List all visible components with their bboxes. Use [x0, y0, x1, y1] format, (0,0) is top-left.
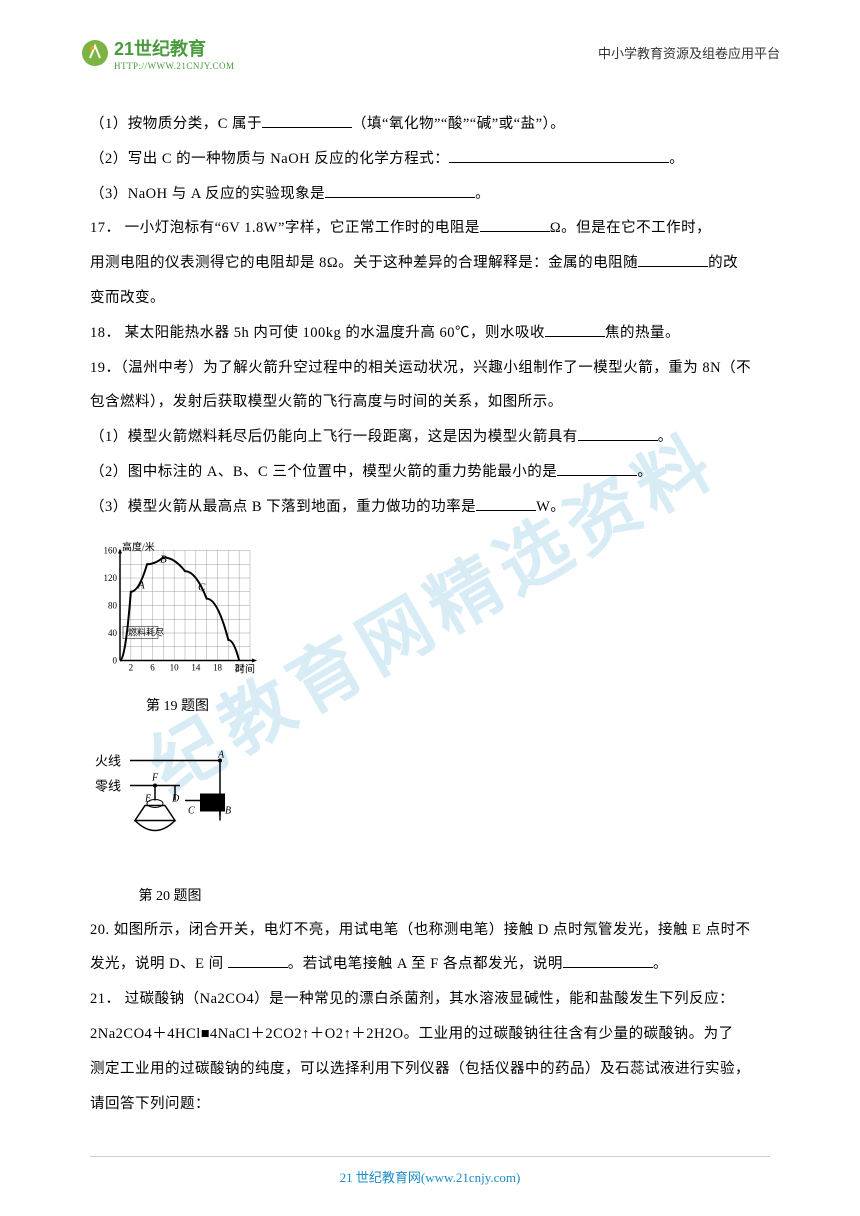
- svg-text:6: 6: [150, 662, 155, 672]
- q19-a: 19．（温州中考）为了解火箭升空过程中的相关运动状况，兴趣小组制作了一模型火箭，…: [90, 360, 751, 376]
- q21-c: 测定工业用的过碳酸钠的纯度，可以选择利用下列仪器（包括仪器中的药品）及石蕊试液进…: [90, 1061, 750, 1077]
- q17-line1: 17． 一小灯泡标有“6V 1.8W”字样，它正常工作时的电阻是 Ω。但是在它不工…: [90, 211, 770, 246]
- svg-text:高度/米: 高度/米: [122, 540, 155, 553]
- q20-d: 。: [653, 956, 668, 972]
- q16-1-text: （1）按物质分类，C 属于: [90, 116, 262, 132]
- svg-text:燃料耗尽: 燃料耗尽: [128, 626, 164, 637]
- q17-d: 的改: [708, 255, 738, 271]
- svg-text:C: C: [198, 581, 206, 593]
- q18: 18． 某太阳能热水器 5h 内可使 100kg 的水温度升高 60℃，则水吸收…: [90, 316, 770, 351]
- q19-1-text: （1）模型火箭燃料耗尽后仍能向上飞行一段距离，这是因为模型火箭具有: [90, 429, 578, 445]
- svg-text:40: 40: [108, 628, 118, 638]
- svg-text:160: 160: [104, 545, 118, 555]
- svg-text:14: 14: [191, 662, 201, 672]
- chart-19-svg: 高度/米 时间 A B C 燃料耗尽 04080120160 261014182…: [90, 533, 265, 688]
- q21-d: 请回答下列问题：: [90, 1096, 210, 1112]
- q21-a: 21． 过碳酸钠（Na2CO4）是一种常见的漂白杀菌剂，其水溶液显碱性，能和盐酸…: [90, 991, 734, 1007]
- svg-text:C: C: [188, 805, 195, 816]
- q20-a: 20. 如图所示，闭合开关，电灯不亮，用试电笔（也称测电笔）接触 D 点时氖管发…: [90, 922, 751, 938]
- svg-text:E: E: [144, 793, 151, 804]
- blank: [563, 954, 653, 969]
- blank: [557, 461, 637, 476]
- q17-b: Ω。但是在它不工作时，: [550, 220, 711, 236]
- blank: [228, 954, 288, 969]
- page-footer: 21 世纪教育网(www.21cnjy.com): [90, 1156, 770, 1186]
- logo-sub-text: HTTP://WWW.21CNJY.COM: [114, 61, 235, 71]
- svg-text:120: 120: [104, 573, 118, 583]
- svg-text:火线: 火线: [95, 753, 121, 768]
- svg-text:80: 80: [108, 600, 118, 610]
- blank: [262, 114, 352, 129]
- svg-text:B: B: [225, 805, 231, 816]
- blank: [545, 322, 605, 337]
- figure-19: 高度/米 时间 A B C 燃料耗尽 04080120160 261014182…: [90, 533, 770, 715]
- figure-20: 火线 零线 A B C D E F 第 20 题图: [90, 723, 770, 905]
- content-area: （1）按物质分类，C 属于 （填“氧化物”“酸”“碱”或“盐”）。 （2）写出 C…: [0, 82, 860, 1141]
- q19-b: 包含燃料），发射后获取模型火箭的飞行高度与时间的关系，如图所示。: [90, 394, 563, 410]
- q17-line3: 变而改变。: [90, 281, 770, 316]
- svg-text:18: 18: [213, 662, 223, 672]
- q17-a: 17． 一小灯泡标有“6V 1.8W”字样，它正常工作时的电阻是: [90, 220, 480, 236]
- logo-area: 21世纪教育 HTTP://WWW.21CNJY.COM: [80, 35, 235, 71]
- q17-e: 变而改变。: [90, 290, 165, 306]
- q16-2: （2）写出 C 的一种物质与 NaOH 反应的化学方程式： 。: [90, 142, 770, 177]
- q16-1-hint: （填“氧化物”“酸”“碱”或“盐”）。: [352, 116, 565, 132]
- svg-text:零线: 零线: [95, 778, 121, 793]
- q19-3-end: W。: [536, 499, 565, 515]
- q20-c: 。若试电笔接触 A 至 F 各点都发光，说明: [288, 956, 563, 972]
- svg-text:A: A: [137, 579, 145, 591]
- q19-3-text: （3）模型火箭从最高点 B 下落到地面，重力做功的功率是: [90, 499, 476, 515]
- q19-1: （1）模型火箭燃料耗尽后仍能向上飞行一段距离，这是因为模型火箭具有 。: [90, 420, 770, 455]
- svg-text:0: 0: [113, 655, 118, 665]
- logo-icon: [80, 38, 110, 68]
- q19-2-end: 。: [637, 464, 652, 480]
- footer-url: (www.21cnjy.com): [421, 1170, 520, 1185]
- q20-line1: 20. 如图所示，闭合开关，电灯不亮，用试电笔（也称测电笔）接触 D 点时氖管发…: [90, 913, 770, 948]
- blank: [480, 218, 550, 233]
- q19-line2: 包含燃料），发射后获取模型火箭的飞行高度与时间的关系，如图所示。: [90, 385, 770, 420]
- q21-b: 2Na2CO4＋4HCl■4NaCl＋2CO2↑＋O2↑＋2H2O。工业用的过碳…: [90, 1026, 734, 1042]
- q16-3: （3）NaOH 与 A 反应的实验现象是 。: [90, 177, 770, 212]
- q19-2-text: （2）图中标注的 A、B、C 三个位置中，模型火箭的重力势能最小的是: [90, 464, 557, 480]
- q16-3-end: 。: [475, 186, 490, 202]
- fig20-caption: 第 20 题图: [90, 885, 250, 905]
- blank: [476, 496, 536, 511]
- page-header: 21世纪教育 HTTP://WWW.21CNJY.COM 中小学教育资源及组卷应…: [0, 0, 860, 82]
- q16-3-text: （3）NaOH 与 A 反应的实验现象是: [90, 186, 325, 202]
- q20-b: 发光，说明 D、E 间: [90, 956, 228, 972]
- q21-line1: 21． 过碳酸钠（Na2CO4）是一种常见的漂白杀菌剂，其水溶液显碱性，能和盐酸…: [90, 982, 770, 1017]
- svg-text:22: 22: [235, 662, 244, 672]
- blank: [638, 253, 708, 268]
- footer-prefix: 21 世纪教育网: [340, 1170, 421, 1185]
- q17-c: 用测电阻的仪表测得它的电阻却是 8Ω。关于这种差异的合理解释是：金属的电阻随: [90, 255, 638, 271]
- q17-line2: 用测电阻的仪表测得它的电阻却是 8Ω。关于这种差异的合理解释是：金属的电阻随 的改: [90, 246, 770, 281]
- q18-b: 焦的热量。: [605, 325, 680, 341]
- svg-text:D: D: [171, 793, 180, 804]
- blank: [449, 148, 669, 163]
- q19-1-end: 。: [658, 429, 673, 445]
- q16-2-text: （2）写出 C 的一种物质与 NaOH 反应的化学方程式：: [90, 151, 449, 167]
- header-right-text: 中小学教育资源及组卷应用平台: [598, 35, 780, 62]
- blank: [578, 427, 658, 442]
- logo-main-text: 21世纪教育: [114, 35, 235, 61]
- fig19-caption: 第 19 题图: [90, 695, 265, 715]
- circuit-20-svg: 火线 零线 A B C D E F: [90, 733, 250, 878]
- q18-a: 18． 某太阳能热水器 5h 内可使 100kg 的水温度升高 60℃，则水吸收: [90, 325, 545, 341]
- svg-text:B: B: [160, 553, 167, 565]
- q21-line3: 测定工业用的过碳酸钠的纯度，可以选择利用下列仪器（包括仪器中的药品）及石蕊试液进…: [90, 1052, 770, 1087]
- q16-1: （1）按物质分类，C 属于 （填“氧化物”“酸”“碱”或“盐”）。: [90, 107, 770, 142]
- q16-2-end: 。: [669, 151, 684, 167]
- q21-line4: 请回答下列问题：: [90, 1087, 770, 1122]
- svg-text:F: F: [151, 772, 159, 783]
- svg-text:10: 10: [170, 662, 180, 672]
- q20-line2: 发光，说明 D、E 间 。若试电笔接触 A 至 F 各点都发光，说明 。: [90, 947, 770, 982]
- q19-2: （2）图中标注的 A、B、C 三个位置中，模型火箭的重力势能最小的是 。: [90, 455, 770, 490]
- q21-line2: 2Na2CO4＋4HCl■4NaCl＋2CO2↑＋O2↑＋2H2O。工业用的过碳…: [90, 1017, 770, 1052]
- q19-line1: 19．（温州中考）为了解火箭升空过程中的相关运动状况，兴趣小组制作了一模型火箭，…: [90, 351, 770, 386]
- q19-3: （3）模型火箭从最高点 B 下落到地面，重力做功的功率是 W。: [90, 490, 770, 525]
- blank: [325, 183, 475, 198]
- svg-text:2: 2: [129, 662, 134, 672]
